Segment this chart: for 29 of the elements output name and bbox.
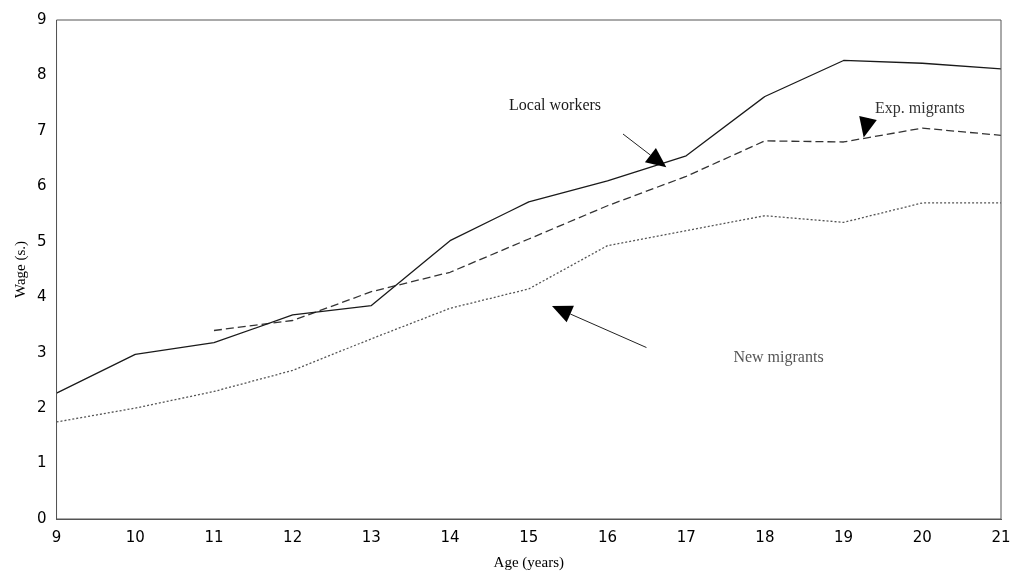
- x-tick-label: 15: [519, 527, 539, 546]
- y-tick-label: 6: [37, 176, 47, 195]
- y-tick-label: 5: [37, 231, 47, 250]
- x-tick-label: 21: [991, 527, 1011, 546]
- x-tick-label: 13: [361, 527, 381, 546]
- x-tick-label: 17: [676, 527, 696, 546]
- series-label: Exp. migrants: [875, 98, 965, 117]
- x-tick-label: 10: [125, 527, 145, 546]
- x-axis-title: Age (years): [493, 553, 564, 571]
- x-tick-label: 16: [597, 527, 618, 546]
- y-tick-label: 0: [37, 508, 47, 527]
- x-tick-label: 11: [204, 527, 224, 546]
- y-tick-label: 8: [37, 65, 47, 84]
- text: Local workers: [509, 96, 602, 114]
- x-tick-label: 12: [283, 527, 303, 546]
- y-tick-label: 3: [37, 342, 47, 361]
- x-tick-label: 14: [440, 527, 460, 546]
- line-series: [213, 127, 1001, 332]
- x-tick-label: 19: [834, 527, 854, 546]
- x-tick-label: 20: [912, 527, 932, 546]
- x-tick-label: 9: [51, 527, 62, 546]
- y-tick-label: 7: [37, 120, 47, 139]
- y-axis-title: Wage (s.): [11, 240, 29, 299]
- y-tick-label: 1: [37, 453, 47, 472]
- x-tick-label: 18: [755, 527, 775, 546]
- text: New migrants: [733, 348, 824, 367]
- y-tick-label: 4: [37, 287, 47, 306]
- y-tick-label: 2: [37, 398, 47, 416]
- y-tick-label: 9: [37, 9, 47, 28]
